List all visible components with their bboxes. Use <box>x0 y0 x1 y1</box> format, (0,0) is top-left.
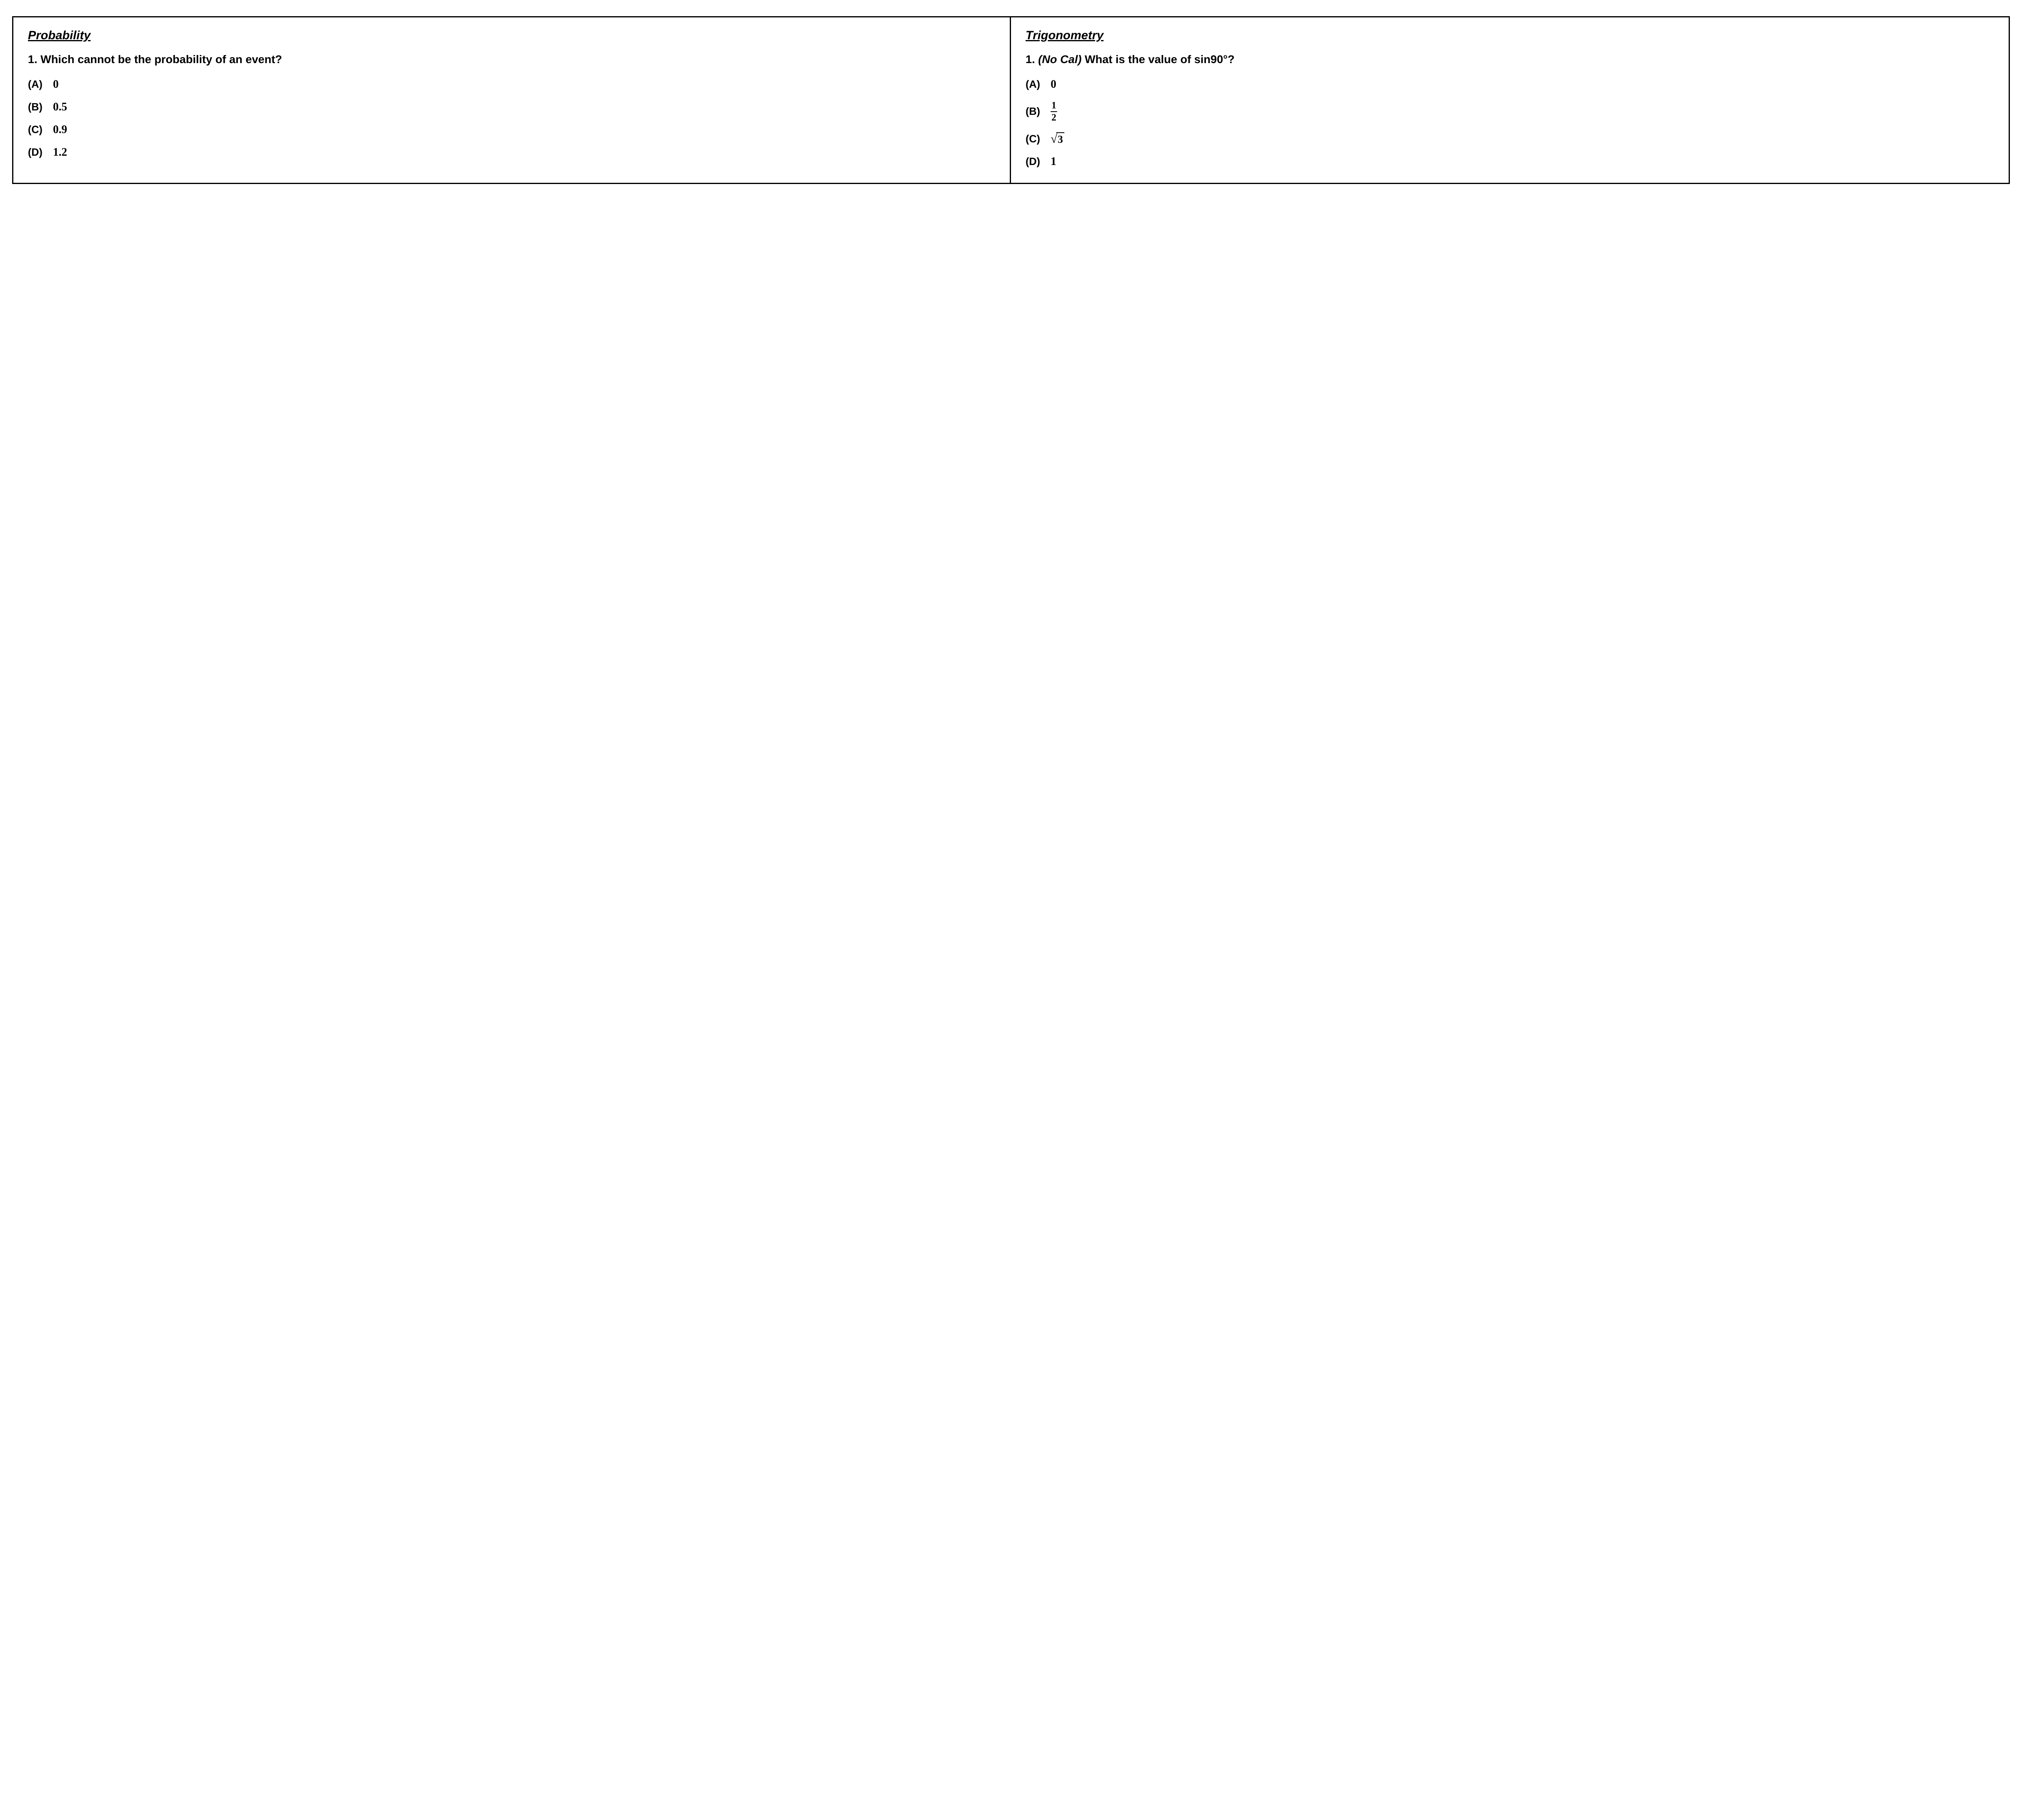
fraction-denominator: 2 <box>1051 111 1057 123</box>
option-letter: (C) <box>1026 133 1045 145</box>
option-a: (A) 0 <box>1026 78 1994 91</box>
option-value: 0 <box>53 78 59 91</box>
option-value: √ 3 <box>1051 132 1064 146</box>
option-a: (A) 0 <box>28 78 995 91</box>
fraction-icon: 1 2 <box>1051 101 1057 123</box>
question-table: Probability 1. Which cannot be the proba… <box>12 16 2010 184</box>
radical-symbol: √ <box>1051 133 1057 145</box>
fraction-numerator: 1 <box>1051 101 1057 111</box>
option-b: (B) 1 2 <box>1026 101 1994 123</box>
question-text: What is the value of sin90°? <box>1085 53 1235 66</box>
option-value: 1 <box>1051 155 1056 168</box>
topic-title-trigonometry: Trigonometry <box>1026 29 1994 42</box>
option-letter: (D) <box>1026 155 1045 168</box>
option-letter: (A) <box>28 78 47 91</box>
option-value: 0.5 <box>53 101 67 114</box>
option-d: (D) 1 <box>1026 155 1994 168</box>
option-c: (C) 0.9 <box>28 123 995 136</box>
trigonometry-cell: Trigonometry 1. (No Cal) What is the val… <box>1011 17 2009 183</box>
question-number: 1. <box>28 53 37 66</box>
sqrt-icon: √ 3 <box>1051 132 1064 146</box>
probability-question: 1. Which cannot be the probability of an… <box>28 50 995 69</box>
option-value: 0.9 <box>53 123 67 136</box>
option-letter: (D) <box>28 146 47 159</box>
option-letter: (B) <box>28 101 47 113</box>
trigonometry-options: (A) 0 (B) 1 2 (C) √ 3 <box>1026 78 1994 168</box>
question-note: (No Cal) <box>1038 53 1081 66</box>
question-text: Which cannot be the probability of an ev… <box>40 53 282 66</box>
option-letter: (A) <box>1026 78 1045 91</box>
option-value: 0 <box>1051 78 1056 91</box>
topic-title-probability: Probability <box>28 29 995 42</box>
question-number: 1. <box>1026 53 1035 66</box>
option-letter: (C) <box>28 123 47 136</box>
option-b: (B) 0.5 <box>28 101 995 114</box>
option-c: (C) √ 3 <box>1026 132 1994 146</box>
option-value: 1.2 <box>53 146 67 159</box>
option-letter: (B) <box>1026 105 1045 118</box>
option-d: (D) 1.2 <box>28 146 995 159</box>
radicand: 3 <box>1056 132 1064 146</box>
trigonometry-question: 1. (No Cal) What is the value of sin90°? <box>1026 50 1994 69</box>
option-value: 1 2 <box>1051 101 1057 123</box>
probability-cell: Probability 1. Which cannot be the proba… <box>13 17 1011 183</box>
probability-options: (A) 0 (B) 0.5 (C) 0.9 (D) 1.2 <box>28 78 995 159</box>
